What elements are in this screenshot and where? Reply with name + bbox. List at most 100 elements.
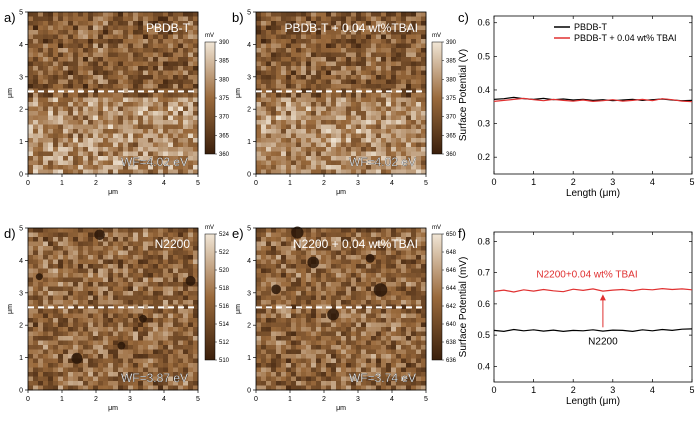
- heatmap-cell: [183, 322, 189, 328]
- heatmap-cell: [98, 336, 104, 341]
- heatmap-cell: [341, 97, 347, 103]
- heatmap-cell: [331, 138, 337, 143]
- heatmap-cell: [128, 66, 134, 71]
- heatmap-cell: [371, 16, 377, 22]
- heatmap-cell: [386, 291, 392, 296]
- heatmap-cell: [331, 286, 337, 292]
- heatmap-cell: [183, 327, 189, 332]
- heatmap-cell: [88, 322, 94, 328]
- heatmap-cell: [33, 115, 39, 121]
- heatmap-cell: [331, 291, 337, 296]
- heatmap-cell: [148, 340, 154, 346]
- heatmap-cell: [376, 255, 382, 260]
- x-tick-label: 1: [60, 396, 64, 403]
- heatmap-cell: [83, 331, 89, 337]
- heatmap-cell: [316, 84, 322, 89]
- heatmap-cell: [411, 237, 417, 242]
- heatmap-cell: [28, 331, 34, 337]
- heatmap-cell: [188, 358, 194, 364]
- heatmap-cell: [271, 345, 277, 350]
- heatmap-cell: [381, 88, 387, 94]
- heatmap-cell: [138, 147, 144, 152]
- heatmap-cell: [346, 169, 352, 175]
- heatmap-cell: [346, 282, 352, 287]
- heatmap-cell: [326, 259, 332, 265]
- heatmap-cell: [93, 304, 99, 310]
- heatmap-cell: [276, 111, 282, 116]
- heatmap-cell: [366, 327, 372, 332]
- heatmap-cell: [113, 43, 119, 49]
- y-tick-label: 0: [19, 172, 23, 179]
- heatmap-cell: [386, 349, 392, 355]
- heatmap-cell: [98, 318, 104, 323]
- heatmap-cell: [113, 340, 119, 346]
- heatmap-cell: [281, 273, 287, 278]
- heatmap-cell: [351, 84, 357, 89]
- heatmap-cell: [148, 21, 154, 26]
- heatmap-cell: [38, 345, 44, 350]
- heatmap-cell: [93, 111, 99, 116]
- heatmap-cell: [416, 246, 422, 251]
- heatmap-cell: [361, 318, 367, 323]
- heatmap-cell: [163, 237, 169, 242]
- heatmap-cell: [43, 376, 49, 382]
- heatmap-cell: [381, 133, 387, 139]
- heatmap-cell: [311, 237, 317, 242]
- heatmap-cell: [346, 349, 352, 355]
- heatmap-cell: [158, 273, 164, 278]
- heatmap-cell: [326, 151, 332, 157]
- heatmap-cell: [271, 111, 277, 116]
- heatmap-cell: [391, 250, 397, 256]
- heatmap-cell: [158, 151, 164, 157]
- heatmap-cell: [276, 309, 282, 314]
- heatmap-cell: [88, 142, 94, 148]
- heatmap-cell: [118, 70, 124, 76]
- heatmap-cell: [108, 309, 114, 314]
- heatmap-cell: [331, 169, 337, 175]
- heatmap-cell: [108, 282, 114, 287]
- heatmap-cell: [58, 79, 64, 85]
- heatmap-cell: [336, 331, 342, 337]
- heatmap-cell: [341, 84, 347, 89]
- heatmap-cell: [321, 88, 327, 94]
- heatmap-cell: [43, 124, 49, 130]
- heatmap-cell: [336, 57, 342, 62]
- heatmap-cell: [73, 106, 79, 112]
- heatmap-cell: [153, 367, 159, 373]
- heatmap-cell: [53, 48, 59, 53]
- heatmap-cell: [138, 255, 144, 260]
- heatmap-cell: [396, 160, 402, 166]
- heatmap-cell: [261, 246, 267, 251]
- heatmap-cell: [321, 295, 327, 301]
- heatmap-cell: [138, 331, 144, 337]
- heatmap-cell: [281, 43, 287, 49]
- heatmap-cell: [103, 156, 109, 161]
- heatmap-cell: [68, 151, 74, 157]
- heatmap-cell: [421, 313, 427, 319]
- heatmap-cell: [401, 241, 407, 247]
- heatmap-cell: [33, 318, 39, 323]
- heatmap-cell: [58, 124, 64, 130]
- heatmap-cell: [108, 381, 114, 386]
- heatmap-cell: [143, 52, 149, 58]
- heatmap-cell: [143, 277, 149, 283]
- heatmap-cell: [128, 43, 134, 49]
- heatmap-cell: [291, 372, 297, 377]
- heatmap-cell: [291, 237, 297, 242]
- heatmap-cell: [128, 259, 134, 265]
- heatmap-cell: [361, 12, 367, 17]
- heatmap-cell: [371, 327, 377, 332]
- heatmap-cell: [33, 151, 39, 157]
- heatmap-cell: [83, 138, 89, 143]
- heatmap-cell: [173, 115, 179, 121]
- heatmap-cell: [271, 295, 277, 301]
- heatmap-cell: [63, 322, 69, 328]
- heatmap-cell: [38, 354, 44, 359]
- heatmap-cell: [128, 264, 134, 269]
- heatmap-cell: [386, 106, 392, 112]
- heatmap-cell: [78, 120, 84, 125]
- heatmap-cell: [43, 318, 49, 323]
- heatmap-cell: [326, 147, 332, 152]
- heatmap-cell: [306, 160, 312, 166]
- heatmap-cell: [316, 372, 322, 377]
